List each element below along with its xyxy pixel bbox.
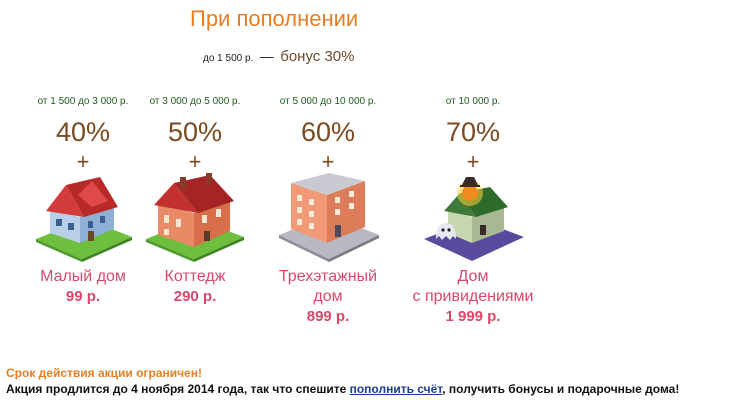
base-bonus-line: до 1 500 р. — бонус 30% — [203, 48, 354, 66]
tier-percent: 70% — [445, 117, 501, 147]
base-amount: до 1 500 р. — [203, 53, 254, 64]
plus-sign: + — [321, 149, 335, 174]
top-up-link[interactable]: пополнить счёт — [349, 382, 443, 396]
promo-text: Акция продлится до 4 ноября 2014 года, т… — [6, 381, 746, 397]
tier-4: от 10 000 р. 70% + Дом с привидениями 1 … — [398, 95, 548, 327]
base-bonus: бонус 30% — [280, 48, 355, 65]
promo-text-after: , получить бонусы и подарочные дома! — [442, 382, 680, 396]
tier-range: от 5 000 до 10 000 р. — [279, 96, 377, 107]
tier-price: 1 999 р. — [445, 308, 501, 325]
tier-range: от 3 000 до 5 000 р. — [149, 96, 241, 107]
plus-sign: + — [466, 149, 480, 174]
tier-price: 99 р. — [65, 288, 101, 305]
tier-percent: 60% — [300, 117, 356, 147]
tier-2: от 3 000 до 5 000 р. 50% + Коттедж 290 р… — [120, 95, 270, 307]
three-storey-house-icon — [279, 173, 379, 262]
plus-sign: + — [76, 149, 90, 174]
dash: — — [259, 48, 274, 64]
tier-3: от 5 000 до 10 000 р. 60% + Трехэтажный … — [253, 95, 403, 327]
page-title: При пополнении — [190, 6, 359, 31]
tier-price: 290 р. — [173, 288, 217, 305]
tier-name: Дом — [457, 268, 489, 285]
haunted-house-icon — [424, 177, 524, 261]
tier-percent: 50% — [167, 117, 223, 147]
tier-price: 899 р. — [306, 308, 350, 325]
tier-name: Коттедж — [164, 268, 226, 285]
tier-range: от 10 000 р. — [445, 96, 501, 107]
promo-text-before: Акция продлится до 4 ноября 2014 года, т… — [6, 382, 350, 396]
tier-1: от 1 500 до 3 000 р. 40% + Малый дом 99 … — [8, 95, 158, 307]
tier-name-line2: дом — [313, 288, 343, 305]
tier-range: от 1 500 до 3 000 р. — [37, 96, 129, 107]
promo-warning: Срок действия акции ограничен! — [6, 366, 202, 380]
promo-footer: Срок действия акции ограничен! Акция про… — [6, 365, 746, 397]
small-house-icon — [36, 177, 132, 262]
tier-name: Малый дом — [40, 268, 126, 285]
tier-name: Трехэтажный — [278, 268, 378, 285]
bonus-tiers: от 1 500 до 3 000 р. 40% + Малый дом 99 … — [0, 95, 747, 335]
tier-name-line2: с привидениями — [412, 288, 534, 305]
cottage-icon — [146, 173, 244, 262]
tier-percent: 40% — [55, 117, 111, 147]
plus-sign: + — [188, 149, 202, 174]
